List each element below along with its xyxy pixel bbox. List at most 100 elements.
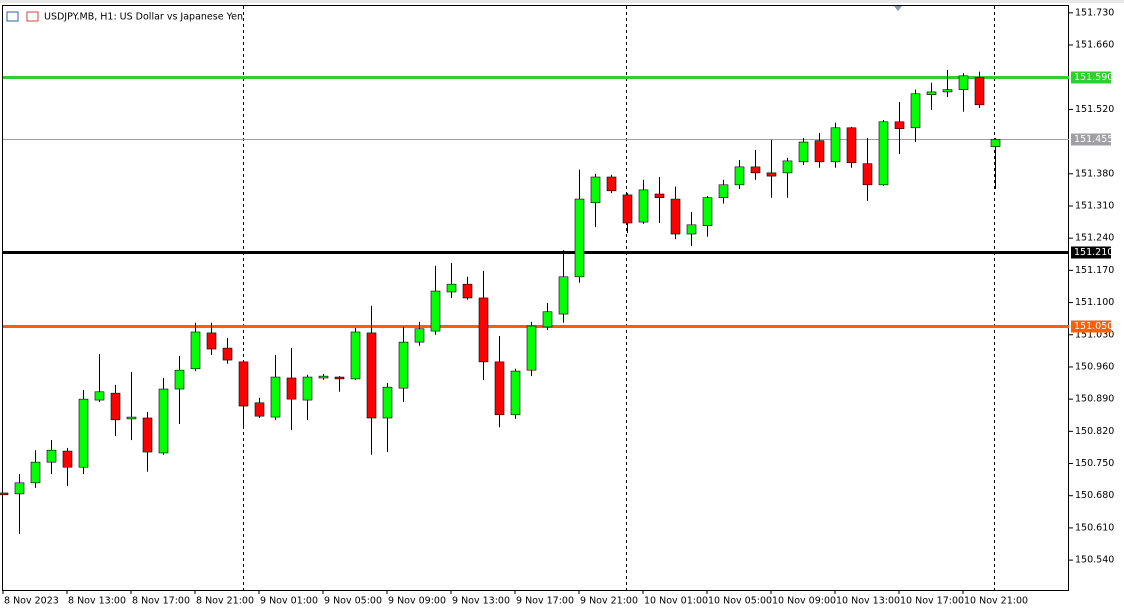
candle-body (782, 160, 793, 174)
candle-body (894, 121, 905, 130)
candle-body (750, 166, 761, 174)
y-tick-label: 151.030 (1075, 329, 1114, 340)
candle-body (702, 197, 713, 227)
candle-body (862, 163, 873, 186)
candle-body (206, 332, 217, 350)
candle-body (958, 75, 969, 90)
candle-body (254, 402, 265, 417)
candle-body (622, 194, 633, 224)
x-tick-label: 10 Nov 05:00 (708, 596, 772, 607)
candle-body (398, 341, 409, 389)
x-tick-label: 8 Nov 17:00 (132, 596, 190, 607)
top-strip (0, 0, 1124, 3)
candle-body (446, 283, 457, 293)
price-label: 151.590 (1074, 72, 1113, 83)
chart-title: USDJPY.MB, H1: US Dollar vs Japanese Yen (44, 12, 243, 23)
candle-body (910, 93, 921, 129)
y-tick-label: 151.520 (1075, 104, 1114, 115)
price-label-box (1071, 320, 1111, 333)
candle-body (542, 311, 553, 328)
candle-body (158, 388, 169, 454)
candle-body (14, 482, 25, 495)
candle-body (478, 297, 489, 363)
candle-body (62, 450, 73, 468)
x-tick-label: 9 Nov 13:00 (452, 596, 510, 607)
candle-body (318, 375, 329, 379)
candle-body (222, 347, 233, 361)
y-tick-label: 151.730 (1075, 7, 1114, 18)
symbol-icon (6, 11, 19, 22)
y-tick-label: 151.100 (1075, 297, 1114, 308)
price-label-box (1071, 133, 1111, 146)
candle-body (462, 283, 473, 299)
price-label-box (1071, 246, 1111, 259)
candle-body (142, 417, 153, 453)
candle-body (494, 361, 505, 416)
y-tick-label: 151.310 (1075, 200, 1114, 211)
candle-body (414, 328, 425, 343)
candle-body (526, 325, 537, 371)
candle-body (606, 176, 617, 192)
y-tick-label: 150.890 (1075, 394, 1114, 405)
y-tick-label: 151.170 (1075, 265, 1114, 276)
y-tick-label: 151.240 (1075, 233, 1114, 244)
x-tick-label: 9 Nov 09:00 (388, 596, 446, 607)
candle-body (382, 386, 393, 419)
plot-frame (2, 5, 1069, 591)
candle-body (78, 398, 89, 468)
y-tick-label: 150.540 (1075, 555, 1114, 566)
x-tick-label: 9 Nov 01:00 (260, 596, 318, 607)
candle-body (670, 198, 681, 235)
x-tick-label: 8 Nov 13:00 (68, 596, 126, 607)
y-tick-label: 150.820 (1075, 426, 1114, 437)
candle-body (926, 91, 937, 95)
price-label: 151.210 (1074, 247, 1113, 258)
candle-body (366, 332, 377, 419)
shift-marker (894, 6, 902, 11)
candle-body (654, 193, 665, 199)
x-tick-label: 10 Nov 21:00 (964, 596, 1028, 607)
candle-body (734, 166, 745, 186)
period-separators (243, 6, 995, 590)
x-tick-label: 10 Nov 01:00 (644, 596, 708, 607)
x-tick-label: 10 Nov 09:00 (772, 596, 836, 607)
candle-body (718, 184, 729, 199)
candle-body (878, 121, 889, 186)
y-tick-label: 151.380 (1075, 168, 1114, 179)
candle-body (238, 361, 249, 407)
x-tick-label: 8 Nov 21:00 (196, 596, 254, 607)
y-tick-label: 150.680 (1075, 490, 1114, 501)
candle-body (814, 140, 825, 163)
candle-body (686, 224, 697, 235)
candle-body (0, 492, 9, 496)
candle-body (974, 77, 985, 106)
candle-body (430, 290, 441, 332)
x-tick-label: 9 Nov 21:00 (580, 596, 638, 607)
candle-body (110, 392, 121, 421)
chart-icon (26, 11, 39, 22)
y-tick-label: 151.660 (1075, 40, 1114, 51)
candle-body (126, 416, 137, 420)
candle-body (798, 141, 809, 163)
price-label-box (1071, 71, 1111, 84)
candle-body (510, 370, 521, 416)
x-tick-label: 9 Nov 05:00 (324, 596, 382, 607)
x-tick-label: 9 Nov 17:00 (516, 596, 574, 607)
price-label: 151.050 (1074, 321, 1113, 332)
candle-body (286, 377, 297, 400)
candle-body (190, 331, 201, 370)
candle-body (350, 331, 361, 380)
candle-body (174, 369, 185, 390)
y-tick-label: 150.610 (1075, 522, 1114, 533)
candle-body (270, 376, 281, 418)
x-tick-label: 10 Nov 13:00 (836, 596, 900, 607)
x-tick-label: 8 Nov 2023 (4, 596, 59, 607)
candle-body (846, 127, 857, 164)
y-tick-label: 150.960 (1075, 361, 1114, 372)
y-tick-label: 150.750 (1075, 458, 1114, 469)
candle-body (334, 376, 345, 380)
candle-body (302, 376, 313, 401)
candle-body (590, 176, 601, 204)
